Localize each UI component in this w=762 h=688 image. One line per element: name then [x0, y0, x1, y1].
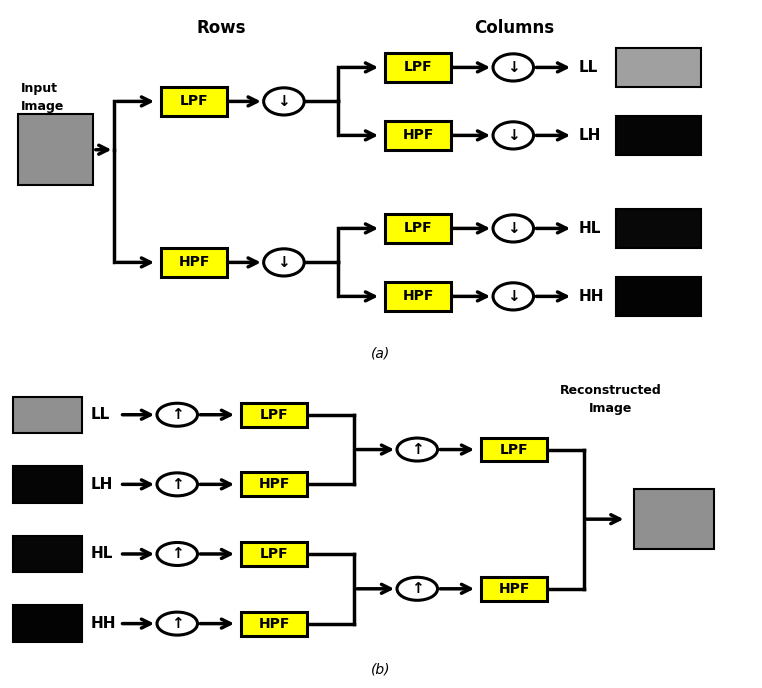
Text: LL: LL: [578, 60, 597, 75]
Text: (b): (b): [371, 662, 391, 676]
Text: LH: LH: [578, 128, 600, 143]
FancyBboxPatch shape: [162, 248, 227, 277]
Text: Reconstructed: Reconstructed: [559, 384, 661, 397]
Circle shape: [157, 612, 197, 635]
Circle shape: [157, 542, 197, 566]
Text: HPF: HPF: [402, 129, 434, 142]
Circle shape: [493, 215, 533, 242]
Text: Columns: Columns: [474, 19, 555, 37]
Bar: [616, 47, 701, 87]
Text: HL: HL: [578, 221, 600, 236]
Text: HL: HL: [90, 546, 113, 561]
Circle shape: [493, 283, 533, 310]
Circle shape: [264, 249, 304, 276]
Text: LPF: LPF: [404, 61, 433, 74]
Text: LPF: LPF: [500, 442, 529, 457]
Circle shape: [264, 88, 304, 115]
Text: ↑: ↑: [171, 546, 184, 561]
Bar: [13, 466, 82, 502]
Text: LPF: LPF: [260, 547, 289, 561]
Bar: [18, 114, 93, 186]
Circle shape: [493, 54, 533, 81]
Circle shape: [397, 438, 437, 461]
FancyBboxPatch shape: [386, 214, 451, 243]
Circle shape: [493, 122, 533, 149]
Text: ↓: ↓: [277, 94, 290, 109]
Bar: [13, 536, 82, 572]
FancyBboxPatch shape: [162, 87, 227, 116]
Circle shape: [157, 403, 197, 427]
Text: Image: Image: [21, 100, 64, 114]
Bar: [634, 489, 715, 550]
Text: ↓: ↓: [507, 60, 520, 75]
Bar: [13, 605, 82, 642]
Text: HH: HH: [578, 289, 604, 304]
Text: ↑: ↑: [411, 581, 424, 596]
Text: ↑: ↑: [171, 477, 184, 492]
Text: ↓: ↓: [507, 289, 520, 304]
Bar: [616, 208, 701, 248]
Text: Image: Image: [589, 402, 632, 415]
FancyBboxPatch shape: [386, 53, 451, 82]
Bar: [616, 277, 701, 316]
Text: HPF: HPF: [258, 477, 290, 491]
Text: LPF: LPF: [404, 222, 433, 235]
Text: HH: HH: [90, 616, 116, 631]
Text: ↑: ↑: [171, 407, 184, 422]
FancyBboxPatch shape: [386, 121, 451, 149]
FancyBboxPatch shape: [242, 402, 307, 427]
FancyBboxPatch shape: [242, 542, 307, 566]
FancyBboxPatch shape: [482, 438, 547, 462]
FancyBboxPatch shape: [242, 612, 307, 636]
Text: (a): (a): [371, 347, 391, 361]
Text: ↑: ↑: [171, 616, 184, 631]
Text: HPF: HPF: [258, 616, 290, 631]
Circle shape: [397, 577, 437, 601]
Bar: [616, 116, 701, 155]
Text: ↓: ↓: [507, 221, 520, 236]
Text: Input: Input: [21, 83, 58, 96]
Text: LPF: LPF: [180, 94, 209, 109]
Text: ↓: ↓: [277, 255, 290, 270]
Text: HPF: HPF: [498, 582, 530, 596]
FancyBboxPatch shape: [242, 473, 307, 496]
Text: LL: LL: [90, 407, 110, 422]
Text: ↑: ↑: [411, 442, 424, 457]
Text: Rows: Rows: [197, 19, 245, 37]
FancyBboxPatch shape: [386, 282, 451, 310]
Text: LH: LH: [90, 477, 113, 492]
Text: ↓: ↓: [507, 128, 520, 143]
Bar: [13, 396, 82, 433]
Text: HPF: HPF: [178, 255, 210, 270]
Text: HPF: HPF: [402, 290, 434, 303]
Text: LPF: LPF: [260, 408, 289, 422]
Circle shape: [157, 473, 197, 496]
FancyBboxPatch shape: [482, 577, 547, 601]
